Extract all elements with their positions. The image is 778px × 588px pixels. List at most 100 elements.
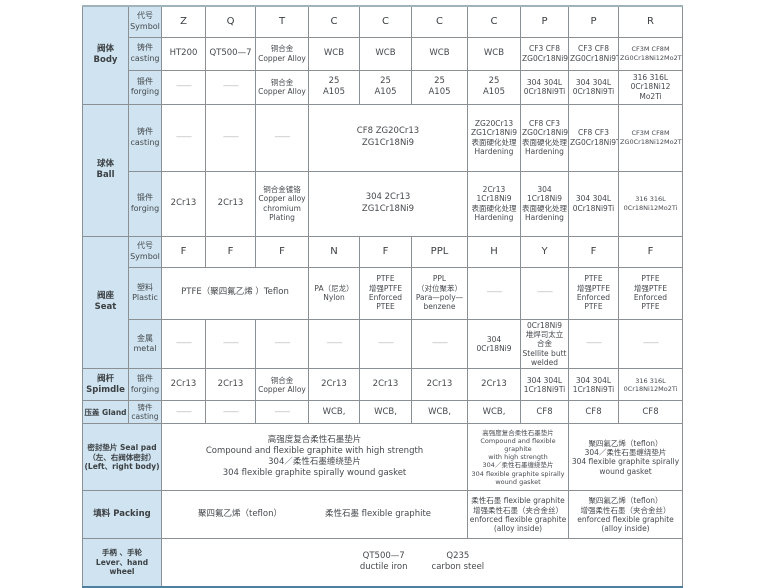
- sub-label-symbol: 代号 Symbol: [128, 235, 162, 268]
- cell: 2Cr13: [411, 368, 468, 402]
- cell: CF8 CF3 ZG0Cr18Ni9Ti: [568, 103, 619, 172]
- cell: 25 A105: [308, 69, 360, 105]
- cell: ——: [411, 318, 468, 370]
- cell: CF8 CF3 ZG0Cr18Ni9Ti 表面硬化处理 Hardening: [520, 103, 569, 172]
- cell: CF8 ZG20Cr13 ZG1Cr18Ni9: [308, 103, 468, 172]
- packing-item-teflon: 聚四氟乙烯（teflon）: [197, 509, 282, 520]
- cell: 304 304L 0Cr18Ni9Ti: [520, 69, 569, 105]
- row-lever-handwheel: 手柄 、手轮 Lever、hand wheel QT500—7 ductile …: [82, 538, 683, 588]
- cell: 铜合金镀铬 Copper alloy chromium Plating: [255, 170, 309, 237]
- cell: 304 2Cr13 ZG1Cr18Ni9: [308, 170, 468, 237]
- cell: 聚四氟乙烯（teflon） 柔性石墨 flexible graphite: [161, 490, 468, 540]
- cell: ——: [255, 103, 309, 172]
- cell: ——: [205, 318, 256, 370]
- cell: QT500—7: [205, 36, 256, 71]
- sub-label-metal: 金属 metal: [128, 318, 162, 370]
- cell: CF3M CF8M ZG0Cr18Ni12Mo2Ti: [618, 103, 683, 172]
- cell: P: [520, 5, 569, 38]
- cell: C: [467, 5, 521, 38]
- label-seal-pad: 密封垫片 Seal pad （左、右阀体密封） (Left、right body…: [82, 423, 162, 492]
- cell: 304 304L 0Cr18Ni9Ti: [568, 69, 619, 105]
- cell: 2Cr13: [161, 368, 206, 402]
- cell: ——: [205, 103, 256, 172]
- cell: WCB,: [359, 400, 412, 425]
- cell: CF8: [618, 400, 683, 425]
- cell: R: [618, 5, 683, 38]
- cell: PPL: [411, 235, 468, 268]
- group-label-spindle: 阀杆 Spimdle: [82, 368, 129, 402]
- group-label-ball: 球体 Ball: [82, 103, 129, 237]
- cell: ——: [205, 69, 256, 105]
- group-label-seat: 阀座 Seat: [82, 235, 129, 370]
- cell: 柔性石墨 flexible graphite 增强柔性石墨（夹合金丝） enfo…: [467, 490, 569, 540]
- valve-materials-table: 阀体 Body 代号 Symbol Z Q T C C C C P P R 铸件…: [82, 5, 683, 588]
- sub-label-casting: 铸件 casting: [128, 400, 162, 425]
- cell: ——: [161, 103, 206, 172]
- cell: 铜合金 Copper Alloy: [255, 368, 309, 402]
- cell: 25 A105: [359, 69, 412, 105]
- group-label-gland: 压盖 Gland: [82, 400, 129, 425]
- sub-label-forging: 锻件 forging: [128, 69, 162, 105]
- cell: ——: [568, 318, 619, 370]
- row-seal-pad: 密封垫片 Seal pad （左、右阀体密封） (Left、right body…: [82, 423, 683, 492]
- cell: 304 304L 0Cr18Ni9Ti: [568, 170, 619, 237]
- cell: Q: [205, 5, 256, 38]
- cell: 聚四氟乙烯（teflon） 增强柔性石墨（夹合金丝） enforced flex…: [568, 490, 683, 540]
- cell: ——: [205, 400, 256, 425]
- cell: 聚四氟乙烯（teflon） 304／柔性石墨缠绕垫片 304 flexible …: [568, 423, 683, 492]
- row-spindle-forging: 阀杆 Spimdle 锻件 forging 2Cr13 2Cr13 铜合金 Co…: [82, 368, 683, 402]
- cell: 2Cr13: [205, 170, 256, 237]
- cell: CF8: [568, 400, 619, 425]
- row-ball-forging: 锻件 forging 2Cr13 2Cr13 铜合金镀铬 Copper allo…: [83, 170, 683, 237]
- cell: CF3M CF8M ZG0Cr18Ni12Mo2Ti: [618, 36, 683, 71]
- cell: QT500—7 ductile iron Q235 carbon steel: [161, 538, 683, 588]
- cell: 2Cr13: [467, 368, 521, 402]
- packing-item-graphite: 柔性石墨 flexible graphite: [324, 509, 432, 520]
- cell: H: [467, 235, 521, 268]
- cell: Z: [161, 5, 206, 38]
- cell: ——: [467, 266, 521, 320]
- cell: ——: [359, 318, 412, 370]
- sub-label-plastic: 塑料 Plastic: [128, 266, 162, 320]
- cell: 高强度复合柔性石墨垫片 Compound and flexible graphi…: [467, 423, 569, 492]
- cell: 304 0Cr18Ni9: [467, 318, 521, 370]
- cell: ——: [308, 318, 360, 370]
- sub-label-symbol: 代号 Symbol: [128, 5, 162, 38]
- cell: C: [308, 5, 360, 38]
- row-seat-plastic: 塑料 Plastic PTFE（聚四氟乙烯 ）Teflon PA（尼龙） Nyl…: [83, 266, 683, 320]
- cell: WCB,: [467, 400, 521, 425]
- cell: F: [205, 235, 256, 268]
- cell: F: [359, 235, 412, 268]
- cell: 铜合金 Copper Alloy: [255, 36, 309, 71]
- cell: CF3 CF8 ZG0Cr18Ni9Ti: [520, 36, 569, 71]
- cell: 316 316L 0Cr18Ni12Mo2Ti: [618, 368, 683, 402]
- cell: ——: [520, 266, 569, 320]
- cell: ——: [161, 69, 206, 105]
- cell: 25 A105: [467, 69, 521, 105]
- label-packing: 填料 Packing: [82, 490, 162, 540]
- sub-label-forging: 锻件 forging: [128, 170, 162, 237]
- cell: 316 316L 0Cr18Ni12 Mo2Ti: [618, 69, 683, 105]
- cell: ——: [618, 318, 683, 370]
- cell: ZG20Cr13 ZG1Cr18Ni9 表面硬化处理 Hardening: [467, 103, 521, 172]
- cell: WCB: [467, 36, 521, 71]
- row-body-casting: 铸件 casting HT200 QT500—7 铜合金 Copper Allo…: [83, 36, 683, 71]
- group-label-body: 阀体 Body: [82, 5, 129, 105]
- cell: F: [618, 235, 683, 268]
- cell: 316 316L 0Cr18Ni12Mo2Ti: [618, 170, 683, 237]
- cell: 304 304L 1Cr18Ni9Ti: [520, 368, 569, 402]
- cell: 2Cr13: [205, 368, 256, 402]
- cell: PPL （对位聚苯） Para—poly— benzene: [411, 266, 468, 320]
- cell: F: [568, 235, 619, 268]
- cell: WCB,: [411, 400, 468, 425]
- cell: T: [255, 5, 309, 38]
- cell: C: [359, 5, 412, 38]
- cell: ——: [161, 318, 206, 370]
- cell: C: [411, 5, 468, 38]
- cell: N: [308, 235, 360, 268]
- cell: ——: [161, 400, 206, 425]
- cell: 2Cr13: [308, 368, 360, 402]
- cell: CF3 CF8 ZG0Cr18Ni9Ti: [568, 36, 619, 71]
- row-gland-casting: 压盖 Gland 铸件 casting —— —— —— WCB, WCB, W…: [82, 400, 683, 425]
